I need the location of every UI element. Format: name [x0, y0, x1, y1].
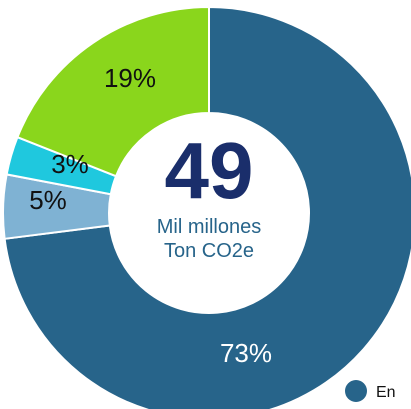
- donut-hole: [109, 113, 309, 313]
- legend-swatch: [345, 380, 367, 402]
- center-total-value: 49: [165, 126, 254, 215]
- donut-slices: [2, 5, 411, 409]
- center-unit-line2: Ton CO2e: [164, 240, 254, 262]
- donut-slice-3: [16, 5, 210, 178]
- slice-value-label-0: 73%: [220, 338, 272, 368]
- legend-label: En: [376, 384, 396, 401]
- center-unit-line1: Mil millones: [157, 216, 261, 238]
- legend: En: [345, 380, 396, 402]
- slice-value-label-1: 5%: [29, 185, 67, 215]
- slice-value-label-2: 3%: [51, 149, 89, 179]
- slice-value-label-3: 19%: [104, 63, 156, 93]
- slice-labels: 73% 5% 3% 19%: [29, 63, 272, 368]
